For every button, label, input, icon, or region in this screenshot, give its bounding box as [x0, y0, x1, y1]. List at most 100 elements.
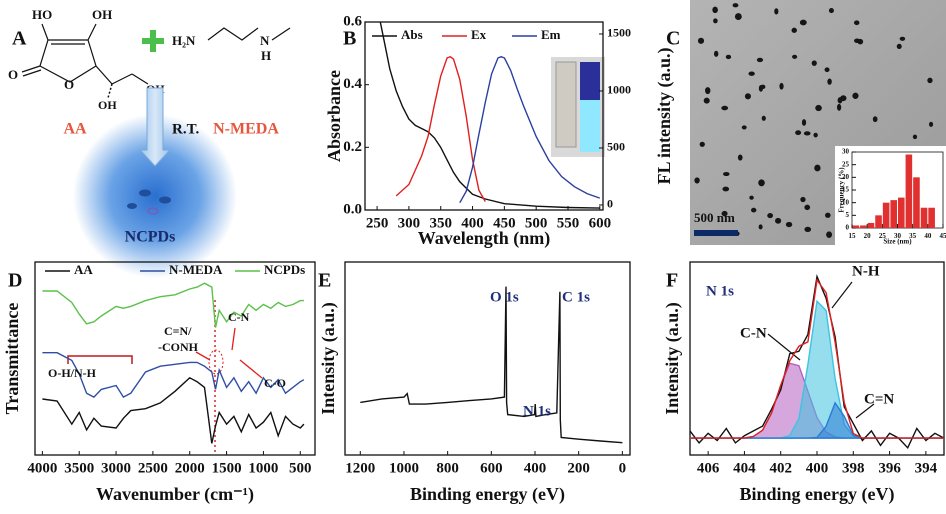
particle [713, 50, 719, 57]
particle [721, 105, 729, 111]
y2-axis-label: FL intensity (a.u.) [654, 47, 675, 184]
x-tick-label: 600 [480, 461, 503, 477]
x-tick-label: 1500 [212, 461, 242, 477]
y-tick-label: 0.2 [343, 139, 362, 155]
x-tick-label: 400 [806, 461, 829, 477]
line [42, 282, 304, 328]
particle [767, 212, 774, 219]
y2-tick-label: 500 [607, 140, 625, 154]
bar [875, 215, 882, 228]
particle [749, 195, 754, 200]
bar [898, 197, 905, 228]
particle [814, 164, 821, 172]
x-tick-label: 450 [493, 216, 516, 232]
annotation: N 1s [523, 403, 551, 419]
legend-label: N-MEDA [169, 262, 223, 277]
x-tick-label: 394 [915, 461, 938, 477]
x-tick-label: 400 [461, 216, 484, 232]
atom: N [260, 33, 270, 48]
aa-bonds [21, 23, 149, 85]
y-tick-label: 30 [842, 148, 850, 156]
legend-label: NCPDs [264, 262, 305, 277]
bar [920, 207, 928, 228]
bracket [67, 355, 133, 364]
particle [713, 18, 718, 24]
y-tick-label: 0.4 [343, 76, 362, 92]
annotation: C=N/ [164, 324, 192, 338]
panel-label: C [666, 28, 680, 50]
annotation-marks [67, 281, 875, 455]
arrow [195, 327, 263, 379]
particle [852, 92, 859, 99]
x-tick-label: 200 [567, 461, 590, 477]
atom: O [64, 77, 74, 92]
particle [899, 36, 906, 41]
arrow [767, 281, 875, 419]
cuvette [580, 100, 600, 152]
particle [800, 196, 806, 203]
x-tick-label: 3000 [101, 461, 131, 477]
scale-bar [694, 230, 738, 236]
x-tick-label: 350 [429, 216, 452, 232]
bar [852, 225, 860, 228]
particle [811, 60, 817, 66]
particle [928, 121, 934, 127]
annotation: C-N [740, 325, 767, 341]
y2-tick-label: 1000 [607, 83, 631, 97]
particle [799, 19, 807, 26]
y-tick-label: 0 [846, 224, 850, 232]
atom: OH [92, 7, 112, 22]
particle [853, 20, 860, 26]
bar [882, 202, 890, 228]
bar [860, 225, 867, 228]
particle [756, 57, 764, 63]
annotation: O-H/N-H [48, 366, 97, 380]
cuvette [555, 61, 577, 148]
x-tick-label: 25 [879, 232, 887, 240]
line [360, 286, 623, 444]
x-tick-label: 20 [864, 232, 872, 240]
particle [703, 97, 710, 104]
particle [774, 8, 779, 15]
particle [751, 207, 757, 213]
x-tick-label: 400 [524, 461, 547, 477]
annotation: N-H [852, 263, 880, 279]
particle [721, 210, 728, 217]
area [690, 299, 944, 439]
legend-label: AA [74, 262, 93, 277]
particle [725, 54, 732, 60]
atom: OH [98, 98, 117, 112]
particle [741, 125, 747, 130]
glow [73, 114, 237, 278]
particle [699, 141, 705, 147]
x-tick-label: 600 [589, 216, 612, 232]
particle [927, 77, 933, 84]
particle [912, 134, 918, 140]
aa-stereo-bond [107, 83, 113, 99]
reaction-arrow [138, 87, 172, 167]
particle [836, 103, 842, 111]
annotation: C-O [264, 376, 286, 390]
y-axis-label: Transmittance [2, 303, 22, 415]
particle [804, 226, 812, 232]
panel-label: D [8, 270, 22, 292]
x-tick-label: 15 [849, 232, 857, 240]
particle [697, 37, 705, 44]
particle [737, 154, 743, 161]
plot-frame [364, 21, 604, 211]
particle [840, 95, 847, 102]
panel-label: A [12, 28, 27, 50]
particle [813, 132, 818, 138]
particle [758, 179, 765, 187]
product-label: NCPDs [125, 229, 176, 246]
annotation: O 1s [490, 289, 519, 305]
x-tick-label: 1000 [389, 461, 419, 477]
bar [928, 207, 935, 228]
y2-tick-label: 0 [607, 197, 613, 211]
bar [890, 200, 897, 228]
line [395, 56, 486, 202]
particle [854, 38, 861, 44]
x-tick-label: 398 [842, 461, 865, 477]
annotation: C 1s [562, 289, 590, 305]
